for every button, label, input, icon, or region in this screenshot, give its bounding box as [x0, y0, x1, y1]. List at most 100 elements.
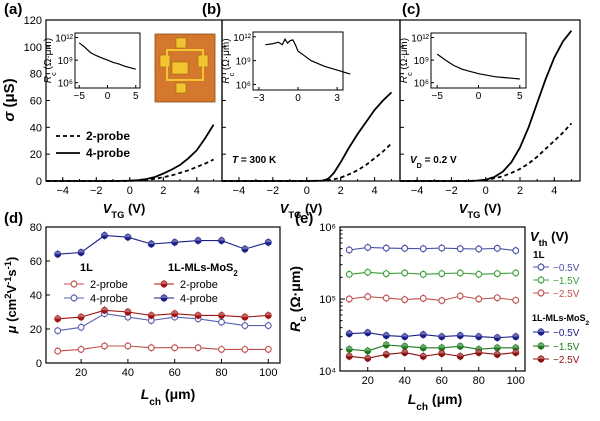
- device-channel: [166, 49, 204, 81]
- marker: [364, 293, 372, 301]
- marker: [147, 344, 155, 352]
- inset-x-tick-label: 5: [133, 91, 139, 102]
- data-point: [456, 352, 464, 361]
- marker-highlight: [401, 333, 408, 337]
- inset-y-tick-label: 10¹²: [233, 33, 251, 44]
- marker: [171, 310, 179, 318]
- marker: [456, 292, 464, 300]
- marker-highlight: [401, 349, 408, 353]
- legend-label: −0.5V: [553, 263, 580, 274]
- x-tick-label: 4: [551, 185, 557, 197]
- marker: [77, 323, 85, 331]
- data-point: [401, 348, 409, 357]
- data-point: [264, 238, 272, 247]
- y-tick-label: 100: [24, 42, 42, 54]
- x-tick-label: 4: [372, 185, 378, 197]
- marker: [382, 350, 390, 358]
- y-tick-label: 40: [30, 290, 42, 302]
- y-tick-label: 10⁶: [319, 222, 336, 234]
- marker-highlight: [364, 329, 371, 333]
- data-point: [419, 294, 427, 303]
- y-axis-label: μ (cm2V-1s-1): [3, 257, 19, 335]
- inset-y-tick-label: 10⁹: [58, 56, 73, 67]
- data-point: [493, 269, 501, 278]
- marker-highlight: [54, 251, 61, 255]
- marker: [382, 294, 390, 302]
- inset-y-label: Rc (Ω·μm): [43, 38, 58, 83]
- legend-title: 1L: [533, 250, 545, 261]
- series-line: [222, 142, 393, 182]
- legend-label: 4-probe: [180, 293, 218, 305]
- y-tick-label: 80: [30, 69, 42, 81]
- data-point: [419, 270, 427, 279]
- marker: [537, 328, 545, 336]
- marker-highlight: [383, 332, 390, 336]
- data-point: [419, 343, 427, 352]
- y-tick-label: 60: [30, 256, 42, 268]
- marker-highlight: [494, 334, 501, 338]
- y-tick-label: 0: [36, 358, 42, 370]
- legend-label: −1.5V: [553, 276, 580, 287]
- marker: [537, 263, 545, 271]
- data-point: [345, 352, 353, 361]
- y-tick-label: 0: [36, 176, 42, 188]
- data-point: [264, 345, 272, 354]
- data-point: [160, 280, 168, 288]
- marker: [475, 270, 483, 278]
- data-point: [77, 248, 85, 257]
- marker: [419, 294, 427, 302]
- legend-title: 1L-MLs-MoS2: [168, 262, 238, 278]
- data-point: [218, 311, 225, 320]
- y-tick-label: 120: [24, 15, 42, 27]
- data-point: [401, 268, 409, 277]
- marker: [438, 244, 446, 252]
- legend-label: 2-probe: [180, 279, 218, 291]
- x-tick-label: 2: [517, 185, 523, 197]
- inset-y-tick-label: 10⁶: [236, 80, 251, 91]
- marker: [537, 342, 545, 350]
- marker: [218, 318, 225, 326]
- data-point: [475, 332, 483, 341]
- marker: [512, 296, 520, 304]
- y-tick-label: 20: [30, 324, 42, 336]
- data-point: [382, 244, 390, 253]
- marker: [419, 270, 427, 278]
- series-line: [46, 158, 214, 182]
- data-point: [241, 245, 249, 254]
- y-tick-label: 20: [30, 149, 42, 161]
- inset-x-tick-label: 5: [517, 91, 523, 102]
- marker: [101, 342, 108, 350]
- data-point: [241, 321, 249, 330]
- data-point: [124, 342, 132, 350]
- x-tick-label: 0: [483, 185, 489, 197]
- data-point: [382, 340, 390, 349]
- data-point: [438, 343, 446, 352]
- marker: [475, 245, 483, 253]
- annotation-drain-voltage: VD = 0.2 V: [410, 155, 457, 170]
- data-point: [382, 331, 390, 340]
- data-point: [264, 321, 272, 330]
- x-tick-label: 100: [507, 375, 525, 387]
- marker: [147, 240, 155, 248]
- marker: [241, 345, 249, 353]
- marker: [70, 280, 78, 288]
- data-point: [364, 328, 372, 337]
- data-point: [493, 333, 501, 342]
- marker-highlight: [195, 312, 201, 316]
- marker-highlight: [148, 312, 155, 316]
- x-tick-label: 40: [399, 375, 411, 387]
- marker-highlight: [364, 355, 371, 359]
- marker: [171, 238, 179, 246]
- data-point: [456, 292, 464, 301]
- marker-highlight: [161, 295, 167, 298]
- marker: [101, 232, 108, 239]
- inset-frame: [252, 31, 344, 91]
- marker-highlight: [383, 351, 390, 355]
- data-point: [147, 311, 155, 320]
- series-line: [349, 246, 516, 252]
- marker: [438, 350, 446, 357]
- x-tick-label: −2: [267, 185, 280, 197]
- marker: [537, 289, 545, 297]
- data-point: [456, 331, 464, 340]
